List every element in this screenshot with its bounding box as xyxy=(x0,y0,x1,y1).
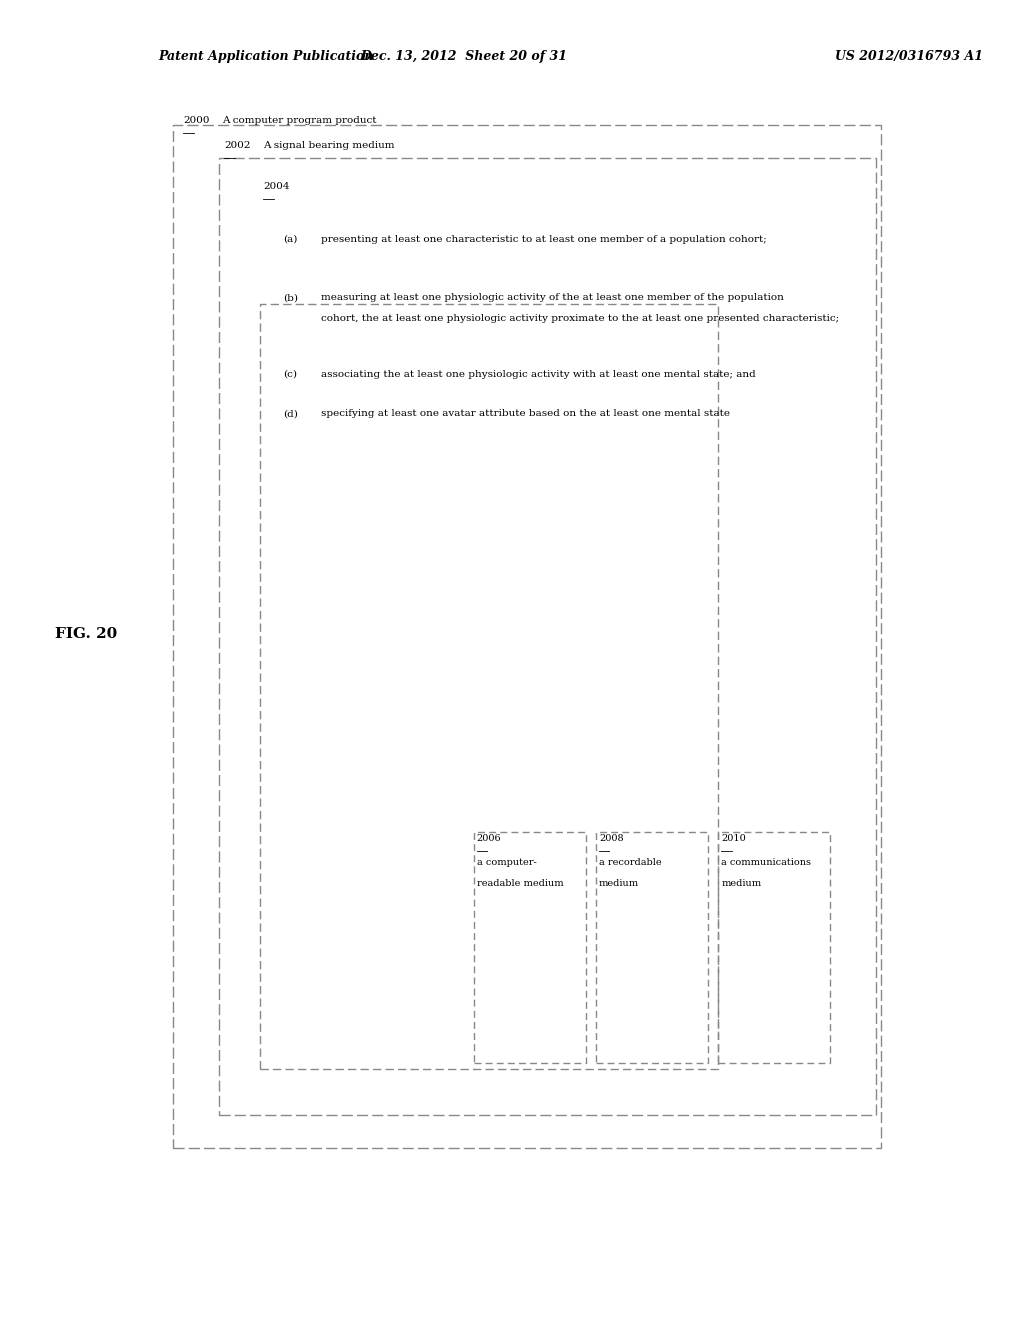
Text: 2006: 2006 xyxy=(477,834,502,843)
Text: 2000: 2000 xyxy=(183,116,210,125)
Text: (a): (a) xyxy=(284,235,298,244)
Text: A signal bearing medium: A signal bearing medium xyxy=(263,141,394,150)
Text: a computer-: a computer- xyxy=(477,858,537,867)
Text: (c): (c) xyxy=(284,370,297,379)
Text: (d): (d) xyxy=(284,409,298,418)
Bar xyxy=(219,158,877,1115)
Bar xyxy=(596,832,709,1063)
Text: associating the at least one physiologic activity with at least one mental state: associating the at least one physiologic… xyxy=(321,370,756,379)
Text: specifying at least one avatar attribute based on the at least one mental state: specifying at least one avatar attribute… xyxy=(321,409,730,418)
Text: 2008: 2008 xyxy=(599,834,624,843)
Text: measuring at least one physiologic activity of the at least one member of the po: measuring at least one physiologic activ… xyxy=(321,293,783,302)
Text: Patent Application Publication: Patent Application Publication xyxy=(158,50,374,63)
Text: a recordable: a recordable xyxy=(599,858,662,867)
Text: US 2012/0316793 A1: US 2012/0316793 A1 xyxy=(836,50,983,63)
Text: medium: medium xyxy=(721,879,762,888)
Text: FIG. 20: FIG. 20 xyxy=(55,627,118,640)
Text: a communications: a communications xyxy=(721,858,811,867)
Bar xyxy=(260,304,718,1069)
Text: cohort, the at least one physiologic activity proximate to the at least one pres: cohort, the at least one physiologic act… xyxy=(321,314,839,323)
Text: 2010: 2010 xyxy=(721,834,746,843)
Text: (b): (b) xyxy=(284,293,298,302)
Bar xyxy=(718,832,830,1063)
Text: 2002: 2002 xyxy=(224,141,251,150)
Text: 2004: 2004 xyxy=(263,182,290,191)
Bar xyxy=(173,125,882,1148)
Text: readable medium: readable medium xyxy=(477,879,563,888)
Bar xyxy=(474,832,586,1063)
Text: medium: medium xyxy=(599,879,639,888)
Text: Dec. 13, 2012  Sheet 20 of 31: Dec. 13, 2012 Sheet 20 of 31 xyxy=(360,50,567,63)
Text: A computer program product: A computer program product xyxy=(222,116,377,125)
Text: presenting at least one characteristic to at least one member of a population co: presenting at least one characteristic t… xyxy=(321,235,767,244)
